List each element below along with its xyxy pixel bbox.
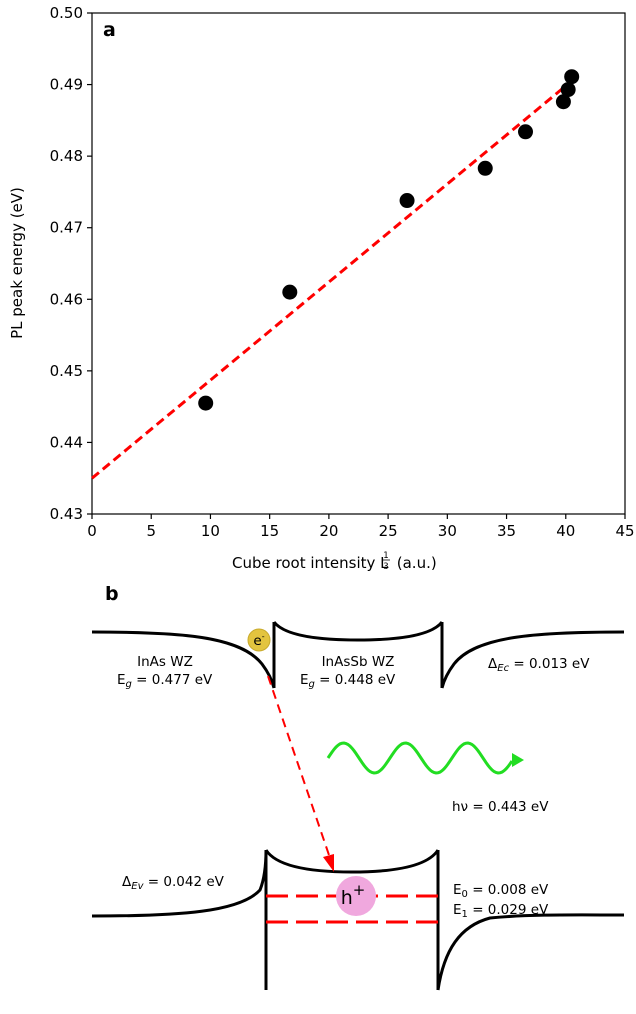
electron-label: e- <box>253 632 264 649</box>
x-axis-ticks: 0 5 10 15 20 25 30 35 40 45 <box>87 514 635 540</box>
x-axis-label-exponent: 1 3 <box>382 551 390 572</box>
data-points <box>198 69 580 411</box>
data-point <box>477 160 493 176</box>
x-tick-label: 45 <box>615 522 634 540</box>
x-axis-label-units: (a.u.) <box>392 554 437 572</box>
e1-label: E1 = 0.029 eV <box>453 902 549 920</box>
x-tick-label: 40 <box>556 522 575 540</box>
y-tick-label: 0.44 <box>50 433 83 451</box>
y-tick-label: 0.47 <box>50 219 83 237</box>
data-point <box>564 69 580 85</box>
panel-a: 0 5 10 15 20 25 30 35 40 45 0.430.440.450.460.470… <box>8 4 635 572</box>
photon-wave <box>326 741 514 775</box>
x-axis-label-main: Cube root intensity L <box>232 554 389 572</box>
y-tick-label: 0.45 <box>50 362 83 380</box>
data-point <box>282 284 298 300</box>
x-tick-label: 30 <box>438 522 457 540</box>
y-tick-label: 0.46 <box>50 290 83 308</box>
photon-arrowhead <box>512 753 524 767</box>
y-tick-label: 0.50 <box>50 4 83 22</box>
inassb-name: InAsSb WZ <box>322 654 395 670</box>
hole-label: h+ <box>341 881 366 909</box>
x-tick-label: 35 <box>497 522 516 540</box>
hole-circle <box>336 876 376 916</box>
conduction-band-inas-right <box>440 630 625 689</box>
y-axis-ticks: 0.43 0.44 0.45 0.46 0.47 0.48 0.49 0.50 <box>50 4 92 523</box>
inassb-bandgap: Eg = 0.448 eV <box>300 672 396 690</box>
y-tick-label: 0.48 <box>50 147 83 165</box>
x-axis-label: Cube root intensity L <box>232 554 389 572</box>
panel-b-label: b <box>105 583 119 605</box>
x-tick-label: 10 <box>201 522 220 540</box>
x-tick-label: 25 <box>379 522 398 540</box>
transition-arrowhead <box>323 854 334 872</box>
inas-name: InAs WZ <box>137 654 193 670</box>
inas-bandgap: Eg = 0.477 eV <box>117 672 213 690</box>
x-tick-label: 15 <box>260 522 279 540</box>
valence-band-offset-label: ΔEv = 0.042 eV <box>122 874 225 892</box>
y-tick-label: 0.43 <box>50 505 83 523</box>
x-tick-label: 5 <box>146 522 156 540</box>
x-tick-label: 20 <box>319 522 338 540</box>
x-tick-label: 0 <box>87 522 97 540</box>
y-tick-label: 0.49 <box>50 76 83 94</box>
transition-arrow <box>267 675 331 859</box>
conduction-band-inas-left <box>91 630 276 689</box>
linear-fit-line <box>91 79 573 480</box>
plot-frame <box>91 12 626 515</box>
data-point <box>555 94 571 110</box>
photon-energy-label: hν = 0.443 eV <box>452 799 549 815</box>
data-point <box>560 82 576 98</box>
data-point <box>399 193 415 209</box>
electron-circle <box>247 628 271 652</box>
data-point <box>518 124 534 140</box>
x-axis-exponent-numerator: 1 <box>383 551 388 561</box>
x-axis-exponent-denominator: 3 <box>383 562 388 572</box>
valence-band-inas-right <box>436 913 625 991</box>
data-point <box>198 395 214 411</box>
e0-label: E0 = 0.008 eV <box>453 882 549 900</box>
conduction-band-inassb <box>272 620 444 642</box>
conduction-band-offset-label: ΔEc = 0.013 eV <box>488 656 590 674</box>
panel-b: b e- h+ InAs WZ Eg = 0.477 eV InAsSb WZ <box>91 583 625 991</box>
y-axis-label: PL peak energy (eV) <box>8 187 26 339</box>
panel-a-label: a <box>103 19 116 41</box>
valence-band-inassb <box>264 849 440 874</box>
